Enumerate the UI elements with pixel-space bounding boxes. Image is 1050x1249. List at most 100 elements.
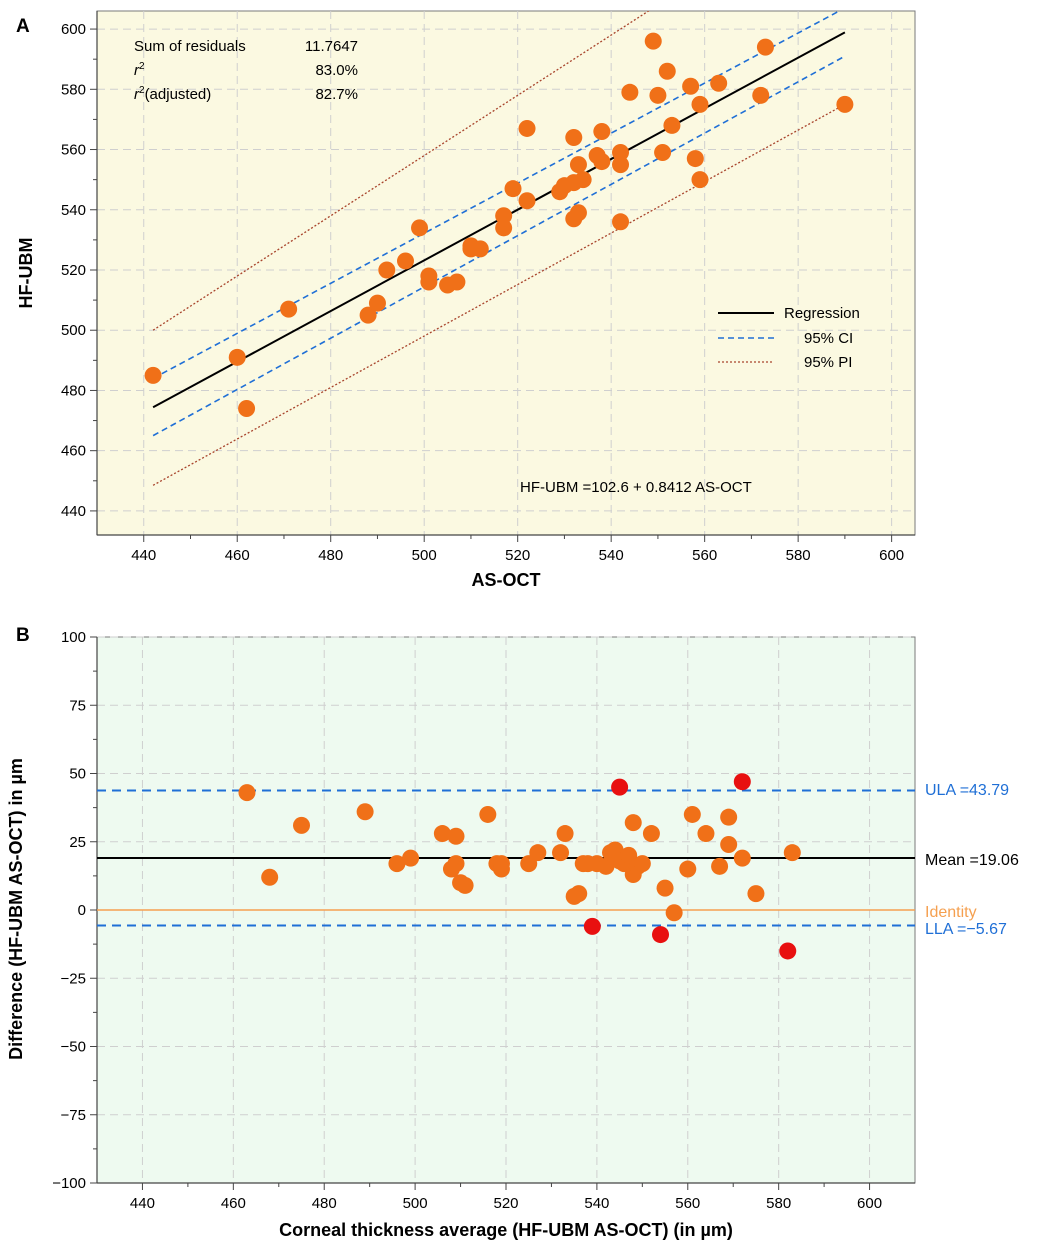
x-tick-label: 600 (857, 1195, 882, 1212)
data-point (642, 825, 660, 843)
y-tick-label: −75 (61, 1107, 86, 1124)
panel-b: B 440 460 480 500 520 540 560 580 600−100−75−50−… (6, 625, 1019, 1240)
data-point (144, 366, 162, 384)
data-point (388, 855, 406, 873)
panel-a-ylabel: HF-UBM (16, 238, 36, 309)
panel-a-grid (97, 11, 915, 535)
data-point (495, 207, 513, 225)
data-point (779, 942, 797, 960)
data-point (624, 814, 642, 832)
data-point (621, 83, 639, 101)
data-point (652, 926, 670, 944)
data-point (682, 77, 700, 95)
panel-b-axes: 440 460 480 500 520 540 560 580 600−100−75−50−25… (52, 629, 915, 1212)
data-point (611, 778, 629, 796)
data-point (565, 128, 583, 146)
y-tick-label: −50 (61, 1039, 86, 1056)
data-point (733, 773, 751, 791)
x-tick-label: 480 (318, 547, 343, 564)
data-point (238, 784, 256, 802)
stat-r2adj-suffix: (adjusted) (145, 86, 212, 103)
data-point (752, 86, 770, 104)
stat-r2-label: r2 (134, 61, 145, 79)
data-point (402, 849, 420, 867)
x-tick-label: 600 (879, 547, 904, 564)
data-point (783, 844, 801, 862)
x-tick-label: 500 (403, 1195, 428, 1212)
data-point (261, 868, 279, 886)
x-tick-label: 560 (692, 547, 717, 564)
data-point (654, 144, 672, 162)
data-point (552, 844, 570, 862)
data-point (378, 261, 396, 279)
ci-line (152, 55, 846, 437)
data-point (697, 825, 715, 843)
data-point (836, 95, 854, 113)
data-point (529, 844, 547, 862)
data-point (471, 240, 489, 258)
data-point (433, 825, 451, 843)
data-point (644, 32, 662, 50)
y-tick-label: 50 (69, 766, 86, 783)
data-point (280, 300, 298, 318)
data-point (679, 860, 697, 878)
y-tick-label: 75 (69, 697, 86, 714)
stat-r2adj-value: 82.7% (315, 86, 358, 103)
y-tick-label: 440 (61, 503, 86, 520)
y-tick-label: 560 (61, 142, 86, 159)
data-point (720, 808, 738, 826)
y-tick-label: 25 (69, 834, 86, 851)
panel-a-xlabel: AS-OCT (472, 570, 541, 590)
y-tick-label: 460 (61, 443, 86, 460)
data-point (570, 885, 588, 903)
x-tick-label: 540 (599, 547, 624, 564)
x-tick-label: 580 (766, 1195, 791, 1212)
data-point (368, 294, 386, 312)
x-tick-label: 440 (131, 547, 156, 564)
mean-label: Mean =19.06 (925, 852, 1019, 869)
x-tick-label: 460 (225, 547, 250, 564)
stat-r2adj-label: r2(adjusted) (134, 85, 211, 103)
y-tick-label: −100 (52, 1175, 86, 1192)
data-point (612, 144, 630, 162)
y-tick-label: 520 (61, 262, 86, 279)
data-point (691, 171, 709, 189)
legend-regression-label: Regression (784, 305, 860, 322)
data-point (569, 156, 587, 174)
data-point (356, 803, 374, 821)
ci-line (152, 11, 841, 380)
panel-b-ylabel: Difference (HF-UBM AS-OCT) in µm (6, 758, 26, 1060)
ula-label: ULA =43.79 (925, 782, 1009, 799)
panel-b-xlabel: Corneal thickness average (HF-UBM AS-OCT… (279, 1220, 733, 1240)
data-point (583, 917, 601, 935)
data-point (447, 827, 465, 845)
data-point (686, 150, 704, 168)
data-point (492, 860, 510, 878)
data-point (633, 855, 651, 873)
data-point (238, 400, 256, 418)
y-tick-label: 0 (78, 902, 86, 919)
panel-a-letter: A (16, 16, 30, 37)
panel-a-axes: 440 460 480 500 520 540 560 580 600 440 460 480 500 5… (61, 11, 915, 564)
data-point (518, 119, 536, 137)
data-point (228, 348, 246, 366)
stat-residuals-value: 11.7647 (305, 38, 358, 55)
data-point (612, 213, 630, 231)
regression-equation: HF-UBM =102.6 + 0.8412 AS-OCT (520, 479, 752, 496)
data-point (479, 805, 497, 823)
y-tick-label: 100 (61, 629, 86, 646)
data-point (720, 835, 738, 853)
data-point (448, 273, 466, 291)
data-point (495, 219, 513, 237)
y-tick-label: 600 (61, 21, 86, 38)
legend-pi-label: 95% PI (804, 354, 852, 371)
data-point (556, 825, 574, 843)
data-point (691, 95, 709, 113)
data-point (593, 153, 611, 171)
data-point (683, 805, 701, 823)
data-point (411, 219, 429, 237)
x-tick-label: 580 (786, 547, 811, 564)
data-point (504, 180, 522, 198)
stat-r2-sup: 2 (139, 61, 145, 72)
x-tick-label: 520 (505, 547, 530, 564)
